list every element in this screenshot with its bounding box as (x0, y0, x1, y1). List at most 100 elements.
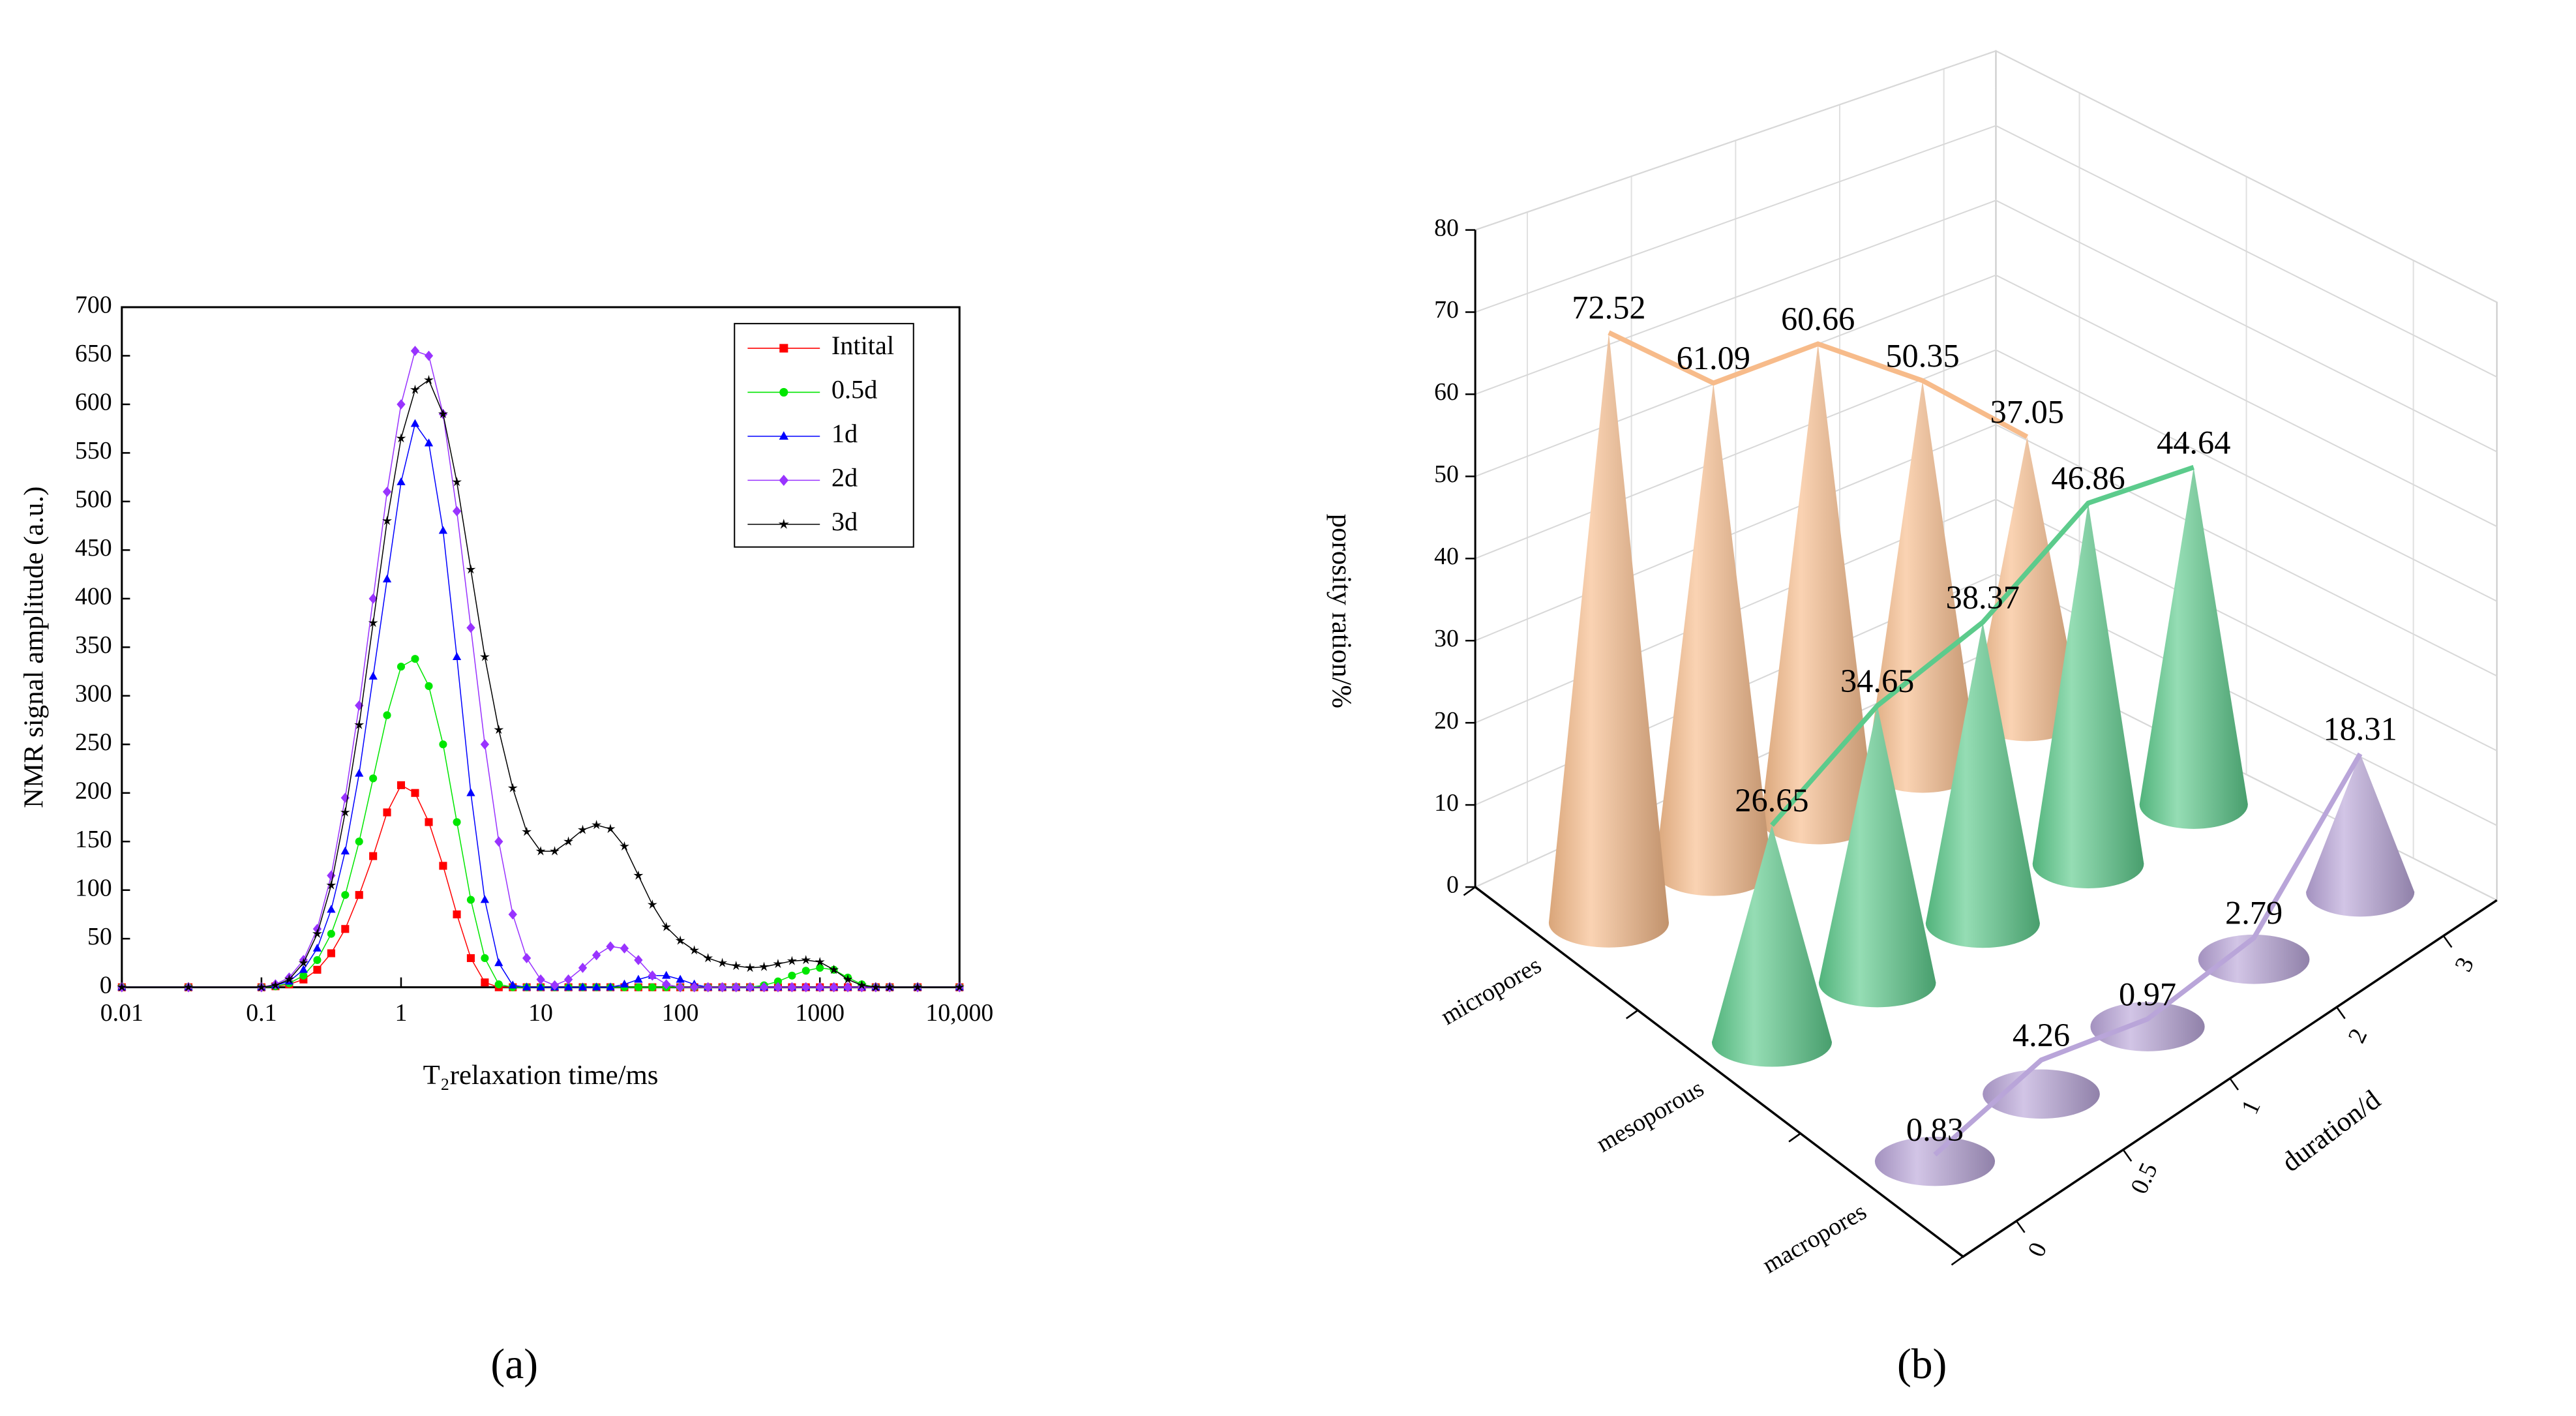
data-point (299, 971, 308, 980)
data-point (480, 895, 490, 903)
row-tick (1626, 1009, 1639, 1019)
data-point (535, 846, 546, 856)
duration-tick (2442, 935, 2453, 948)
data-point (369, 774, 378, 783)
cone (1983, 1069, 2100, 1119)
row-label: macropores (1758, 1198, 1872, 1278)
value-label: 18.31 (2323, 711, 2397, 747)
data-point (522, 953, 532, 963)
data-point (801, 955, 811, 965)
grid-line (1475, 349, 2498, 602)
row-label: mesoporous (1592, 1074, 1709, 1158)
duration-label: 3 (2449, 953, 2479, 976)
data-point (563, 974, 573, 985)
y-tick-label: 700 (75, 292, 112, 319)
data-point (884, 982, 895, 992)
data-point (327, 905, 336, 913)
data-point (479, 652, 490, 661)
z-tick-label: 70 (1434, 296, 1459, 324)
data-point (494, 980, 503, 989)
duration-tick (2336, 1006, 2346, 1019)
z-axis-title: porosity ration/% (1326, 514, 1356, 708)
value-label: 2.79 (2225, 895, 2283, 931)
data-point (438, 408, 448, 419)
z-tick-label: 0 (1446, 871, 1459, 899)
value-label: 4.26 (2013, 1017, 2070, 1053)
data-point (256, 982, 267, 992)
data-point (481, 954, 489, 963)
row-label: micropores (1436, 952, 1546, 1031)
data-point (326, 880, 337, 890)
row-tick (1788, 1132, 1801, 1143)
value-label: 44.64 (2157, 424, 2230, 460)
value-label: 26.65 (1735, 782, 1808, 819)
data-point (355, 700, 364, 711)
y-tick-label: 200 (75, 777, 112, 804)
z-tick-label: 30 (1434, 625, 1459, 652)
y-tick-label: 500 (75, 486, 112, 513)
data-point (856, 980, 867, 990)
data-point (466, 788, 475, 796)
data-point (508, 909, 517, 920)
data-point (592, 820, 602, 830)
value-label: 34.65 (1840, 663, 1914, 699)
data-point (312, 943, 322, 952)
x-axis-title: T₂relaxation time/ms (423, 1060, 659, 1091)
data-point (732, 982, 741, 993)
legend-marker (779, 387, 788, 397)
data-point (466, 564, 476, 574)
x-tick-label: 10 (528, 999, 553, 1027)
data-point (397, 781, 406, 789)
data-point (340, 792, 350, 804)
data-point (355, 768, 364, 777)
data-point (383, 711, 391, 719)
data-point (843, 974, 853, 984)
x-tick-label: 1000 (795, 999, 845, 1027)
grid-line (1475, 498, 2498, 751)
legend-label: Intital (831, 331, 894, 360)
data-point (662, 971, 671, 979)
data-point (592, 950, 601, 961)
data-point (550, 846, 560, 856)
data-point (745, 963, 755, 972)
value-label: 72.52 (1572, 290, 1645, 326)
data-point (410, 346, 420, 356)
data-point (327, 949, 335, 957)
data-point (327, 929, 335, 938)
value-label: 0.97 (2119, 976, 2176, 1012)
data-point (494, 958, 503, 967)
data-point (801, 967, 810, 975)
z-tick-label: 10 (1434, 789, 1459, 817)
cone (1874, 1136, 1996, 1186)
y-tick-label: 450 (75, 534, 112, 562)
value-label: 61.09 (1677, 340, 1750, 376)
data-point (411, 789, 419, 797)
series-line (1608, 330, 2029, 440)
data-point (396, 433, 406, 443)
grid-line (1475, 274, 2498, 528)
value-label: 46.86 (2051, 460, 2125, 496)
data-point (592, 982, 601, 991)
data-point (676, 982, 685, 993)
data-point (578, 824, 588, 834)
duration-tick (2122, 1149, 2133, 1162)
data-point (466, 622, 475, 633)
duration-label: 2 (2343, 1025, 2373, 1047)
data-point (578, 982, 588, 991)
cone (2305, 753, 2415, 917)
data-point (481, 978, 489, 987)
data-point (620, 943, 629, 954)
data-point (620, 841, 629, 851)
data-point (355, 837, 363, 846)
data-point (759, 961, 770, 971)
data-point (536, 974, 545, 985)
data-point (452, 477, 462, 487)
legend-marker (779, 474, 789, 486)
data-point (801, 982, 811, 993)
cone (1761, 344, 1876, 845)
series-line (121, 784, 960, 988)
data-point (397, 477, 406, 485)
data-point (439, 740, 447, 749)
data-point (424, 374, 434, 385)
